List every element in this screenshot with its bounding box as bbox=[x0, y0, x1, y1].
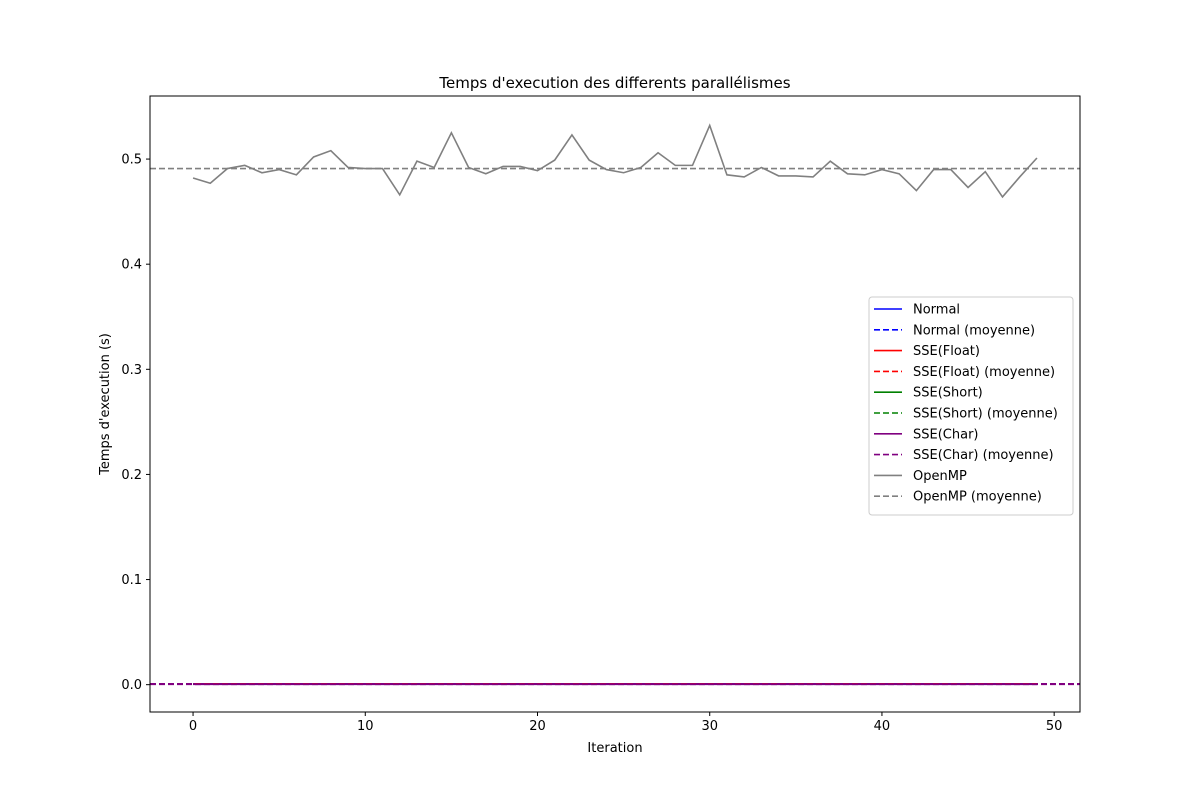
legend-label-sse-float: SSE(Float) bbox=[913, 344, 980, 359]
legend-label-normal-moyenne: Normal (moyenne) bbox=[913, 323, 1035, 338]
legend-label-sse-short-moyenne: SSE(Short) (moyenne) bbox=[913, 407, 1058, 422]
x-tick-label: 50 bbox=[1046, 719, 1063, 734]
chart-title: Temps d'execution des differents parallé… bbox=[438, 74, 790, 92]
x-tick-label: 0 bbox=[189, 719, 197, 734]
legend-label-normal: Normal bbox=[913, 303, 960, 318]
y-tick-label: 0.5 bbox=[121, 153, 142, 168]
legend-label-sse-char: SSE(Char) bbox=[913, 427, 979, 442]
legend-label-sse-float-moyenne: SSE(Float) (moyenne) bbox=[913, 365, 1055, 380]
plot-frame bbox=[149, 95, 1081, 713]
legend-box bbox=[868, 296, 1074, 516]
series-line-openmp bbox=[192, 123, 1038, 199]
x-tick-label: 20 bbox=[529, 719, 546, 734]
legend-label-sse-char-moyenne: SSE(Char) (moyenne) bbox=[913, 448, 1054, 463]
x-axis-label: Iteration bbox=[587, 741, 642, 756]
series-layer bbox=[150, 123, 1080, 686]
x-tick-label: 10 bbox=[357, 719, 374, 734]
x-tick-label: 40 bbox=[874, 719, 891, 734]
y-axis-label: Temps d'execution (s) bbox=[98, 333, 113, 476]
legend-label-openmp-moyenne: OpenMP (moyenne) bbox=[913, 490, 1042, 505]
y-tick-label: 0.4 bbox=[121, 258, 142, 273]
y-tick-label: 0.2 bbox=[121, 468, 142, 483]
legend-label-sse-short: SSE(Short) bbox=[913, 386, 983, 401]
y-tick-label: 0.0 bbox=[121, 678, 142, 693]
x-tick-label: 30 bbox=[701, 719, 718, 734]
y-axis: 0.0 0.1 0.2 0.3 0.4 0.5 bbox=[121, 153, 150, 693]
y-tick-label: 0.3 bbox=[121, 363, 142, 378]
x-axis: 0 10 20 30 40 50 bbox=[189, 712, 1063, 734]
y-tick-label: 0.1 bbox=[121, 573, 142, 588]
legend-label-openmp: OpenMP bbox=[913, 469, 967, 484]
legend: Normal Normal (moyenne) SSE(Float) SSE(Floa… bbox=[868, 296, 1074, 516]
